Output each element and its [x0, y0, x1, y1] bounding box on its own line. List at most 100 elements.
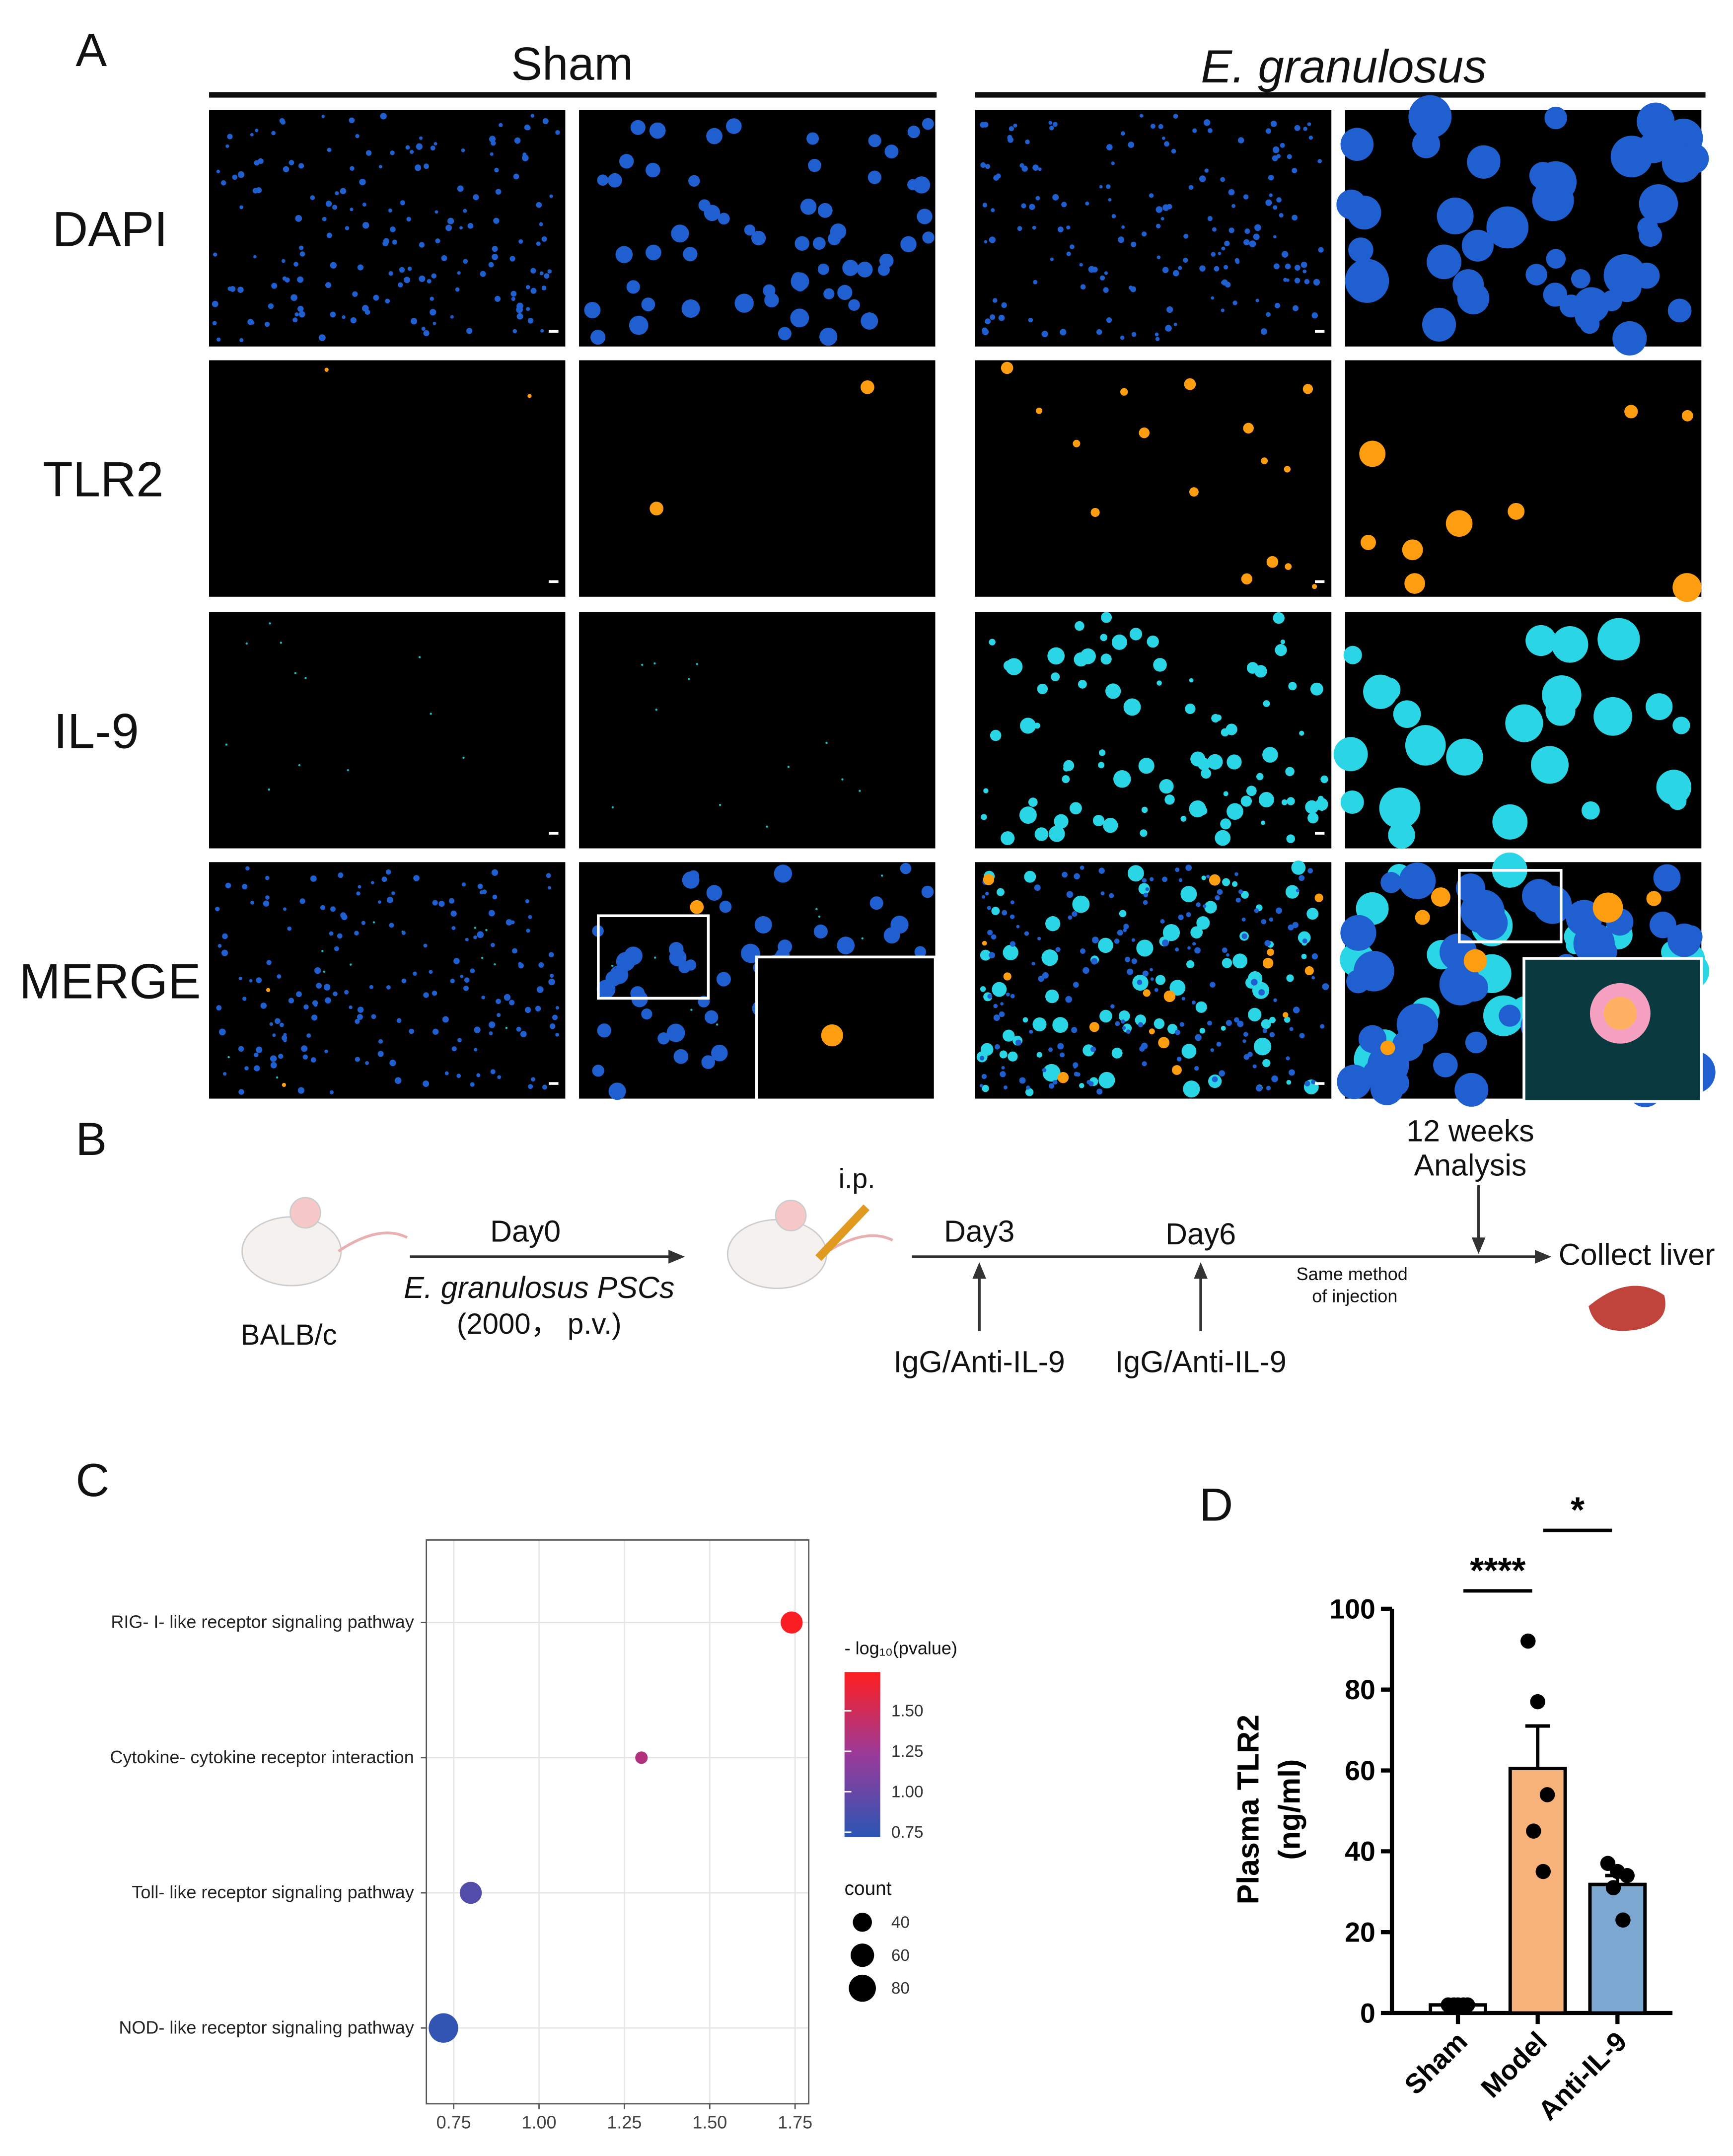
- row-label: TLR2: [43, 452, 164, 507]
- stain: [1025, 1088, 1034, 1096]
- stain: [1211, 714, 1220, 722]
- stain: [1091, 958, 1098, 965]
- stain: [641, 663, 644, 666]
- stain: [982, 940, 987, 946]
- stain: [989, 236, 996, 243]
- stain: [719, 900, 732, 913]
- significance-label: ****: [1470, 1551, 1525, 1590]
- stain: [1100, 891, 1105, 896]
- stain: [1048, 1047, 1053, 1052]
- stain: [1254, 224, 1261, 231]
- stain: [922, 118, 934, 130]
- stain: [473, 935, 477, 939]
- stain: [254, 1052, 259, 1058]
- stain: [1305, 800, 1319, 814]
- stain: [489, 1021, 496, 1028]
- stain: [917, 209, 933, 224]
- stain: [981, 814, 987, 820]
- stain: [400, 200, 405, 206]
- stain: [1238, 889, 1243, 894]
- stain: [1637, 216, 1658, 238]
- stain: [813, 924, 828, 939]
- stain: [1066, 891, 1074, 898]
- stain: [306, 1033, 311, 1038]
- micrograph-bg: [975, 110, 1332, 347]
- stain: [1063, 765, 1070, 772]
- stain: [1057, 1043, 1064, 1050]
- stain: [1273, 235, 1277, 239]
- stain: [991, 934, 997, 940]
- stain: [511, 296, 515, 301]
- stain: [1343, 646, 1362, 664]
- stain: [1037, 683, 1048, 695]
- stain: [1072, 911, 1078, 917]
- stain: [324, 1049, 328, 1054]
- stain: [1017, 226, 1022, 231]
- stain: [1304, 966, 1314, 976]
- stain: [1291, 860, 1306, 875]
- stain: [416, 143, 423, 150]
- stain: [1273, 612, 1285, 624]
- stain: [1505, 704, 1543, 742]
- stain: [1178, 914, 1184, 921]
- stain: [1154, 1018, 1165, 1029]
- stain: [806, 132, 819, 145]
- stain: [1101, 612, 1112, 623]
- stain: [330, 262, 337, 269]
- stain: [457, 271, 461, 275]
- stain: [1672, 573, 1702, 602]
- stain: [1279, 213, 1284, 218]
- stain: [237, 171, 245, 178]
- stain: [1285, 563, 1292, 570]
- stain: [218, 1028, 226, 1036]
- stain: [1020, 718, 1036, 734]
- stain: [1271, 1075, 1278, 1082]
- stain: [297, 1087, 305, 1094]
- stain: [1559, 294, 1583, 318]
- stain: [1646, 693, 1673, 720]
- stain: [359, 178, 366, 186]
- stain: [859, 790, 861, 792]
- dot: [429, 2013, 458, 2043]
- stain: [995, 1044, 1000, 1050]
- stain: [430, 296, 434, 301]
- stain: [1649, 911, 1676, 938]
- stain: [524, 124, 530, 131]
- stain: [1190, 926, 1203, 939]
- stain: [1286, 278, 1290, 282]
- stain: [1010, 900, 1014, 905]
- stain: [433, 142, 437, 146]
- stain: [1104, 271, 1108, 275]
- stain: [509, 1000, 515, 1006]
- stain: [372, 921, 375, 924]
- group-label: E. granulosus: [1201, 40, 1487, 92]
- stain: [404, 277, 411, 284]
- stain: [323, 984, 331, 991]
- stain: [1207, 1020, 1212, 1026]
- stain: [1088, 266, 1095, 273]
- stain: [423, 1080, 430, 1087]
- stain: [1535, 161, 1577, 203]
- stain: [1273, 263, 1280, 270]
- stain: [1003, 660, 1014, 671]
- stain: [272, 1033, 276, 1037]
- mouse-body: [241, 1216, 342, 1287]
- stain: [269, 622, 271, 625]
- stain: [1254, 908, 1259, 913]
- stain: [451, 1046, 457, 1052]
- stain: [302, 1054, 308, 1060]
- stain: [1388, 821, 1415, 849]
- stain: [1337, 1065, 1372, 1099]
- stain: [1221, 1025, 1226, 1031]
- stain: [1131, 958, 1137, 964]
- stain: [1150, 977, 1154, 981]
- stain: [1013, 123, 1017, 128]
- stain: [705, 1010, 719, 1024]
- stain: [982, 328, 989, 335]
- stain: [1293, 1006, 1300, 1013]
- stain: [1266, 1085, 1271, 1091]
- micrograph-bg: [579, 360, 936, 597]
- stain: [1264, 940, 1271, 946]
- stain: [1258, 989, 1265, 996]
